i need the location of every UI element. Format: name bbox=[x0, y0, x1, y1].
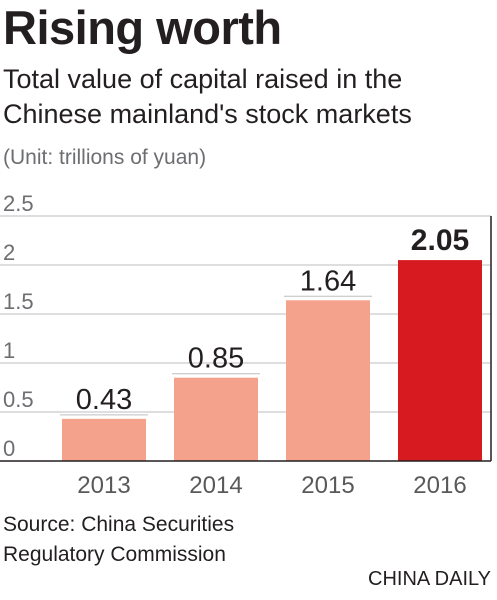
bar-chart: 0 0.5 1 1.5 2 2.5 0.43 2013 0.85 2014 1.64 2015 2.05… bbox=[0, 191, 492, 499]
y-tick-label: 2 bbox=[3, 240, 15, 265]
chart-title: Rising worth bbox=[3, 1, 282, 54]
x-tick-label: 2016 bbox=[413, 472, 466, 499]
data-label: 1.64 bbox=[300, 265, 356, 297]
y-tick-label: 0.5 bbox=[3, 387, 34, 412]
data-label: 2.05 bbox=[411, 224, 469, 257]
brand-credit: CHINA DAILY bbox=[368, 568, 491, 590]
bar-2016 bbox=[398, 260, 482, 461]
data-label: 0.85 bbox=[188, 343, 244, 375]
y-tick-label: 1 bbox=[3, 338, 15, 363]
bar-2015 bbox=[286, 300, 370, 461]
chart-subtitle: Total value of capital raised in the Chi… bbox=[3, 64, 412, 129]
x-tick-label: 2015 bbox=[301, 472, 354, 499]
y-tick-label: 0 bbox=[3, 436, 15, 461]
unit-label: (Unit: trillions of yuan) bbox=[3, 146, 207, 169]
x-tick-label: 2014 bbox=[189, 472, 242, 499]
y-tick-label: 1.5 bbox=[3, 289, 34, 314]
bar-2014 bbox=[174, 377, 258, 461]
source-note: Source: China Securities Regulatory Comm… bbox=[3, 513, 235, 566]
x-tick-label: 2013 bbox=[77, 472, 130, 499]
y-tick-label: 2.5 bbox=[3, 191, 34, 216]
bar-2013 bbox=[62, 418, 146, 461]
data-label: 0.43 bbox=[76, 384, 132, 416]
